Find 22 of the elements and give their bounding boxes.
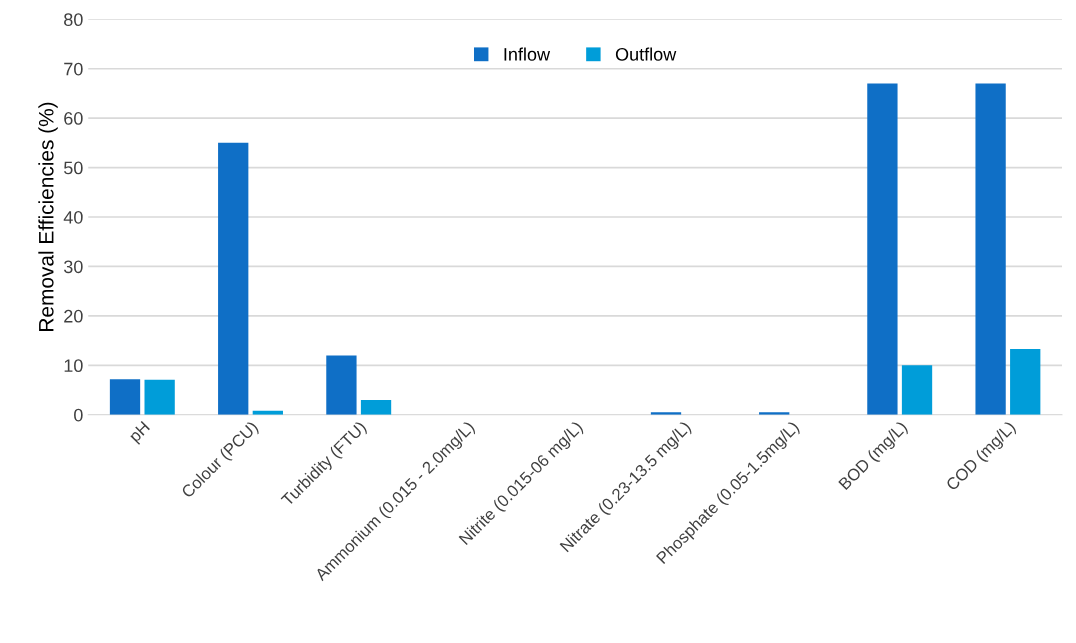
x-tick-label: pH <box>128 420 153 445</box>
y-tick-label: 20 <box>64 309 83 323</box>
bar <box>360 399 392 415</box>
y-axis-title: Removal Efficiencies (%) <box>38 102 58 331</box>
y-tick-label: 40 <box>63 210 83 224</box>
y-tick-label: 0 <box>74 408 83 422</box>
bar <box>109 379 141 415</box>
bar <box>901 365 933 415</box>
bar <box>218 142 249 415</box>
bar <box>867 83 898 415</box>
y-tick-label: 60 <box>64 112 83 125</box>
y-tick-label: 10 <box>64 359 83 373</box>
y-tick-label: 30 <box>63 260 83 274</box>
legend-label: Outflow <box>615 47 677 61</box>
bar <box>326 355 357 415</box>
y-tick-label: 50 <box>64 161 83 175</box>
y-tick-label: 80 <box>64 13 83 27</box>
y-tick-label: 70 <box>64 62 83 76</box>
legend-label: Inflow <box>504 47 551 61</box>
bar <box>1010 348 1041 415</box>
bar <box>975 83 1006 415</box>
bar <box>144 379 175 415</box>
